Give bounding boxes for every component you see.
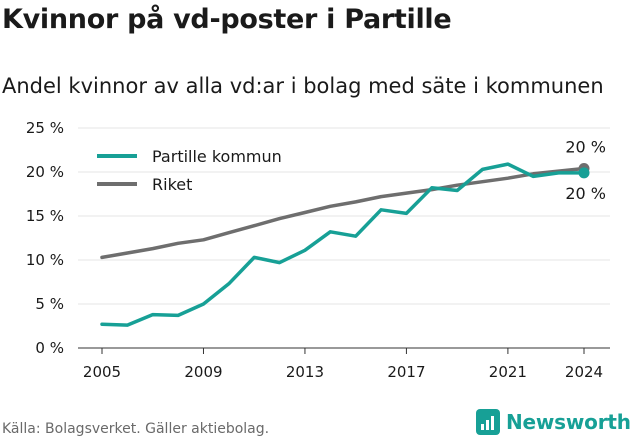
x-axis-ticks: 2005 2009 2013 2017 2021 2024: [83, 348, 603, 381]
x-tick-label: 2021: [489, 363, 527, 381]
series-line-partille: [100, 162, 586, 327]
x-tick-label: 2024: [565, 363, 603, 381]
y-tick-label: 0 %: [35, 339, 64, 357]
brand-name: Newsworthy: [506, 410, 631, 434]
chart-title: Kvinnor på vd-poster i Partille: [2, 4, 452, 35]
y-tick-label: 25 %: [26, 119, 64, 137]
series-line-riket: [100, 166, 586, 260]
y-tick-label: 20 %: [26, 163, 64, 181]
x-tick-label: 2005: [83, 363, 121, 381]
y-tick-label: 10 %: [26, 251, 64, 269]
brand-logo: Newsworthy: [476, 408, 631, 436]
line-chart: 0 %5 %10 %15 %20 %25 % 2005 2009 2013 2017 2…: [26, 119, 610, 381]
source-note: Källa: Bolagsverket. Gäller aktiebolag.: [2, 421, 270, 437]
legend-label: Riket: [152, 175, 192, 194]
x-tick-label: 2017: [387, 363, 425, 381]
newsworthy-logo-icon: [476, 409, 500, 435]
series-lines: [100, 162, 590, 327]
end-labels: 20 % 20 %: [565, 137, 606, 202]
y-tick-label: 5 %: [35, 295, 64, 313]
x-tick-label: 2009: [184, 363, 222, 381]
y-axis-ticks: 0 % 5 % 10 % 15 % 20 % 25 %: [26, 119, 64, 357]
legend: Partille kommun Riket: [97, 147, 282, 194]
legend-label: Partille kommun: [152, 147, 282, 166]
grid-lines: [78, 127, 610, 349]
end-label-partille: 20 %: [565, 184, 606, 203]
series-end-point: [578, 167, 590, 179]
end-label-riket: 20 %: [565, 137, 606, 156]
chart-subtitle: Andel kvinnor av alla vd:ar i bolag med …: [2, 74, 604, 98]
y-tick-label: 15 %: [26, 207, 64, 225]
x-tick-label: 2013: [286, 363, 324, 381]
